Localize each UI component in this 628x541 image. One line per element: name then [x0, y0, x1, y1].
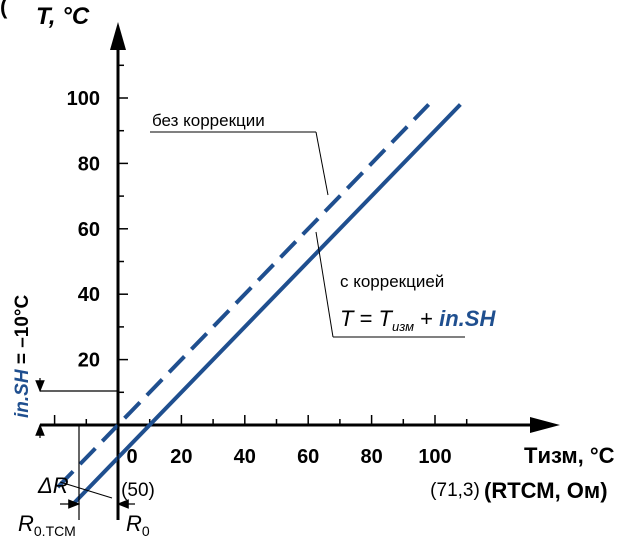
shift-annotation: in.SH = –10°C [12, 294, 118, 438]
y-tick-label: 60 [78, 219, 100, 241]
formula-t: T [340, 306, 355, 331]
formula-izm-sub: изм [392, 319, 414, 334]
x-axis-label-main: Tизм, °C [524, 443, 615, 468]
shift-label: in.SH = –10°C [12, 294, 33, 418]
y-tick-label: 80 [78, 153, 100, 175]
y-axis-arrow [110, 22, 126, 50]
formula-tizm: T [379, 306, 394, 331]
label-no-correction: без коррекции [152, 111, 265, 130]
r0tcm-sub: 0.ТСМ [34, 523, 76, 539]
x-tick-sublabel: (71,3) [430, 480, 480, 501]
y-tick-label: 40 [78, 284, 100, 306]
series-line-with-correction [72, 103, 462, 505]
formula-insh: in.SH [439, 306, 496, 331]
formula-plus: + [414, 306, 439, 331]
leader-with-correction-tail [315, 231, 334, 338]
y-axis-label: T, °C [36, 3, 90, 30]
leader-no-correction-tail [315, 131, 329, 196]
x-tick-label: 80 [360, 446, 382, 468]
x-tick-label: 40 [234, 446, 256, 468]
label-with-correction: с коррекцией [340, 272, 444, 291]
formula: T = Tизм + in.SH [340, 306, 496, 334]
series-line-no-correction [56, 103, 431, 489]
x-tick-label: 100 [418, 446, 451, 468]
x-tick-label: 60 [297, 446, 319, 468]
tick-labels: 20 40 60 80 100 0 20 40 60 80 100 (50) (71,3) [67, 88, 480, 501]
r0-main: R [126, 511, 142, 536]
series [56, 103, 462, 505]
ticks [53, 64, 468, 425]
x-axis-label: Tизм, °C (RТСМ, Ом) [484, 443, 615, 503]
x-axis-arrow [530, 417, 560, 433]
delta-r-label: ΔR [37, 473, 69, 498]
x-tick-label: 0 [126, 446, 137, 468]
delta-r-leader [59, 481, 113, 499]
y-tick-label: 20 [78, 350, 100, 372]
r0tcm-label: R0.ТСМ [18, 511, 76, 539]
r0-label: R0 [126, 511, 150, 539]
formula-eq: = [353, 306, 378, 331]
x-tick-label: 20 [170, 446, 192, 468]
y-tick-label: 100 [67, 88, 100, 110]
r0tcm-main: R [18, 511, 34, 536]
r0-sub: 0 [142, 523, 150, 539]
x-axis-label-sub: (RТСМ, Ом) [484, 478, 608, 503]
shift-label-value: = –10°C [12, 294, 33, 369]
header-text: ( [0, 0, 8, 19]
shift-label-insh: in.SH [12, 368, 33, 418]
annotation-no-correction: без коррекции [150, 111, 329, 196]
x-tick-sublabel: (50) [121, 480, 155, 501]
annotation-with-correction: с коррекцией T = Tизм + in.SH [315, 231, 496, 338]
resistance-annotation: ΔR R0.ТСМ R0 [18, 425, 150, 539]
